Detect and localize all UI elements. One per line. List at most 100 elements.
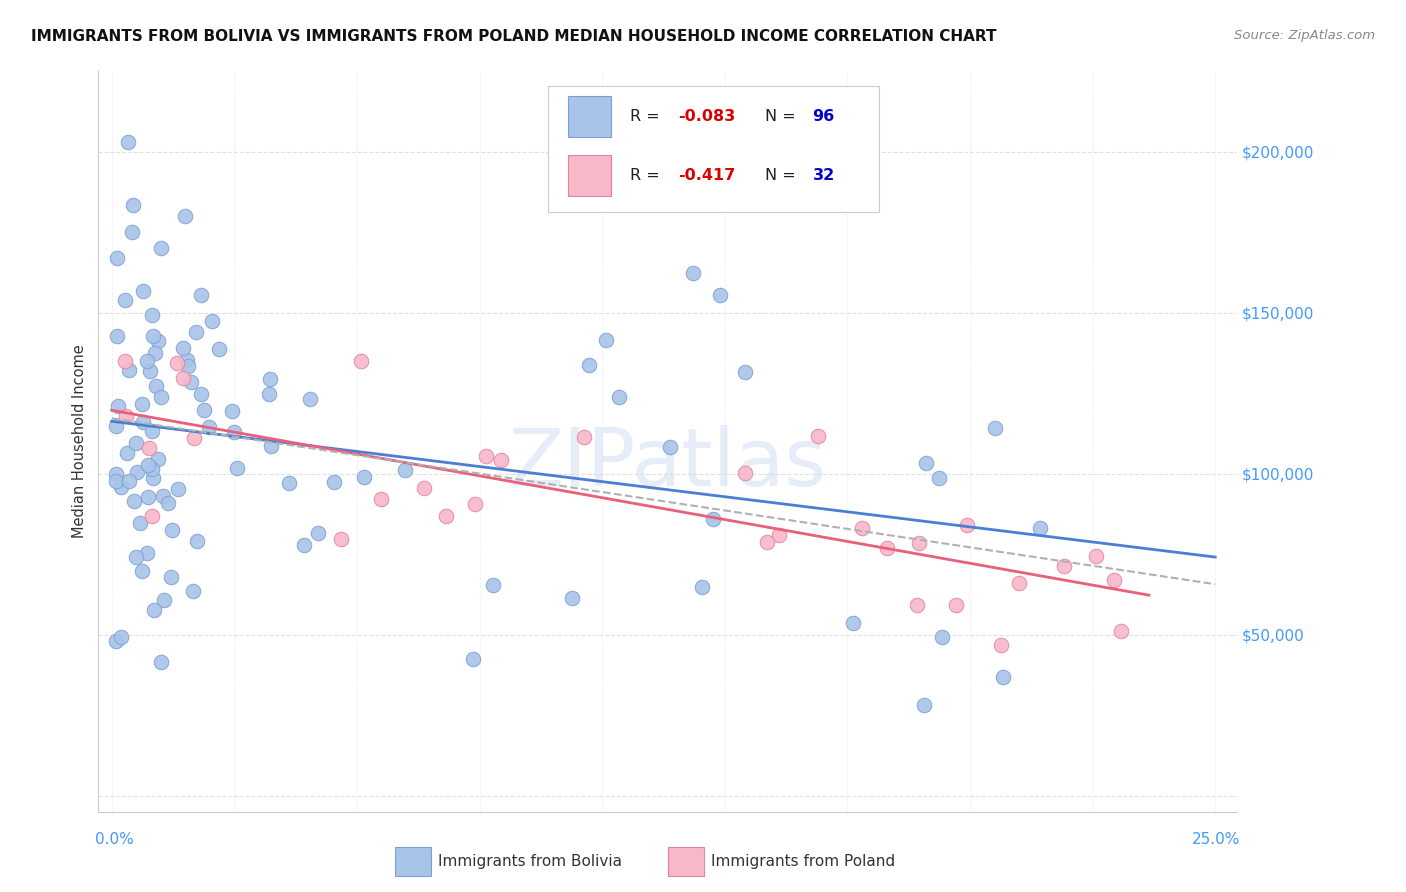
Point	[172, 371, 194, 385]
Text: -0.083: -0.083	[678, 109, 735, 124]
FancyBboxPatch shape	[568, 155, 612, 196]
Point	[118, 475, 141, 489]
Point	[125, 549, 148, 564]
Point	[143, 603, 166, 617]
Point	[482, 578, 505, 592]
Text: ZIPatlas: ZIPatlas	[509, 425, 827, 503]
Text: N =: N =	[765, 109, 800, 124]
Point	[413, 481, 436, 495]
Point	[114, 354, 136, 368]
Point	[190, 288, 212, 302]
Text: 32: 32	[813, 169, 835, 183]
Point	[956, 518, 979, 533]
Point	[141, 424, 163, 438]
Point	[131, 397, 153, 411]
Point	[353, 469, 375, 483]
Point	[658, 440, 681, 454]
Point	[394, 463, 416, 477]
Point	[574, 429, 596, 443]
Point	[139, 363, 162, 377]
Point	[299, 392, 322, 406]
Point	[156, 496, 179, 510]
Point	[117, 135, 139, 149]
Point	[143, 346, 166, 360]
Point	[1008, 576, 1031, 591]
Point	[176, 352, 198, 367]
Point	[463, 652, 485, 666]
Point	[110, 630, 132, 644]
Point	[755, 535, 778, 549]
Point	[105, 329, 128, 343]
Point	[734, 365, 756, 379]
Point	[561, 591, 583, 605]
Point	[277, 476, 299, 491]
Point	[138, 458, 160, 473]
Point	[142, 471, 165, 485]
Point	[141, 462, 163, 476]
Point	[607, 390, 630, 404]
Point	[162, 524, 184, 538]
Point	[595, 333, 617, 347]
Point	[138, 441, 160, 455]
Text: 25.0%: 25.0%	[1192, 832, 1240, 847]
Point	[702, 512, 724, 526]
Point	[183, 584, 205, 599]
Point	[125, 436, 148, 450]
Point	[292, 537, 315, 551]
Y-axis label: Median Household Income: Median Household Income	[72, 344, 87, 539]
Point	[876, 541, 898, 556]
Text: N =: N =	[765, 169, 800, 183]
Point	[912, 698, 935, 713]
Point	[190, 387, 212, 401]
Point	[905, 598, 928, 612]
Point	[842, 616, 865, 631]
Point	[105, 467, 128, 482]
Point	[851, 521, 873, 535]
Point	[222, 425, 245, 439]
Point	[149, 655, 172, 669]
Point	[129, 516, 152, 531]
Point	[990, 638, 1012, 652]
Point	[1085, 549, 1108, 563]
Point	[1109, 624, 1132, 638]
Point	[682, 266, 704, 280]
Point	[105, 633, 128, 648]
Point	[121, 225, 143, 239]
Point	[105, 251, 128, 265]
Point	[114, 409, 136, 424]
Point	[768, 528, 790, 542]
Point	[141, 308, 163, 322]
Text: Immigrants from Poland: Immigrants from Poland	[711, 854, 896, 869]
Point	[114, 293, 136, 307]
Point	[350, 354, 373, 368]
FancyBboxPatch shape	[668, 847, 704, 876]
Point	[167, 482, 190, 496]
Point	[145, 378, 167, 392]
Point	[434, 508, 457, 523]
Point	[152, 489, 174, 503]
Point	[807, 429, 830, 443]
Point	[125, 465, 148, 479]
Text: Source: ZipAtlas.com: Source: ZipAtlas.com	[1234, 29, 1375, 42]
Point	[1029, 521, 1052, 535]
Point	[915, 456, 938, 470]
Point	[931, 630, 953, 644]
Text: 96: 96	[813, 109, 835, 124]
Text: IMMIGRANTS FROM BOLIVIA VS IMMIGRANTS FROM POLAND MEDIAN HOUSEHOLD INCOME CORREL: IMMIGRANTS FROM BOLIVIA VS IMMIGRANTS FR…	[31, 29, 997, 44]
Point	[141, 509, 163, 524]
Point	[160, 569, 183, 583]
Point	[991, 670, 1014, 684]
Point	[260, 439, 283, 453]
Point	[984, 421, 1007, 435]
Point	[146, 452, 169, 467]
Point	[166, 356, 188, 370]
Point	[131, 284, 153, 298]
Text: Immigrants from Bolivia: Immigrants from Bolivia	[437, 854, 621, 869]
Point	[370, 491, 392, 506]
Point	[110, 480, 132, 494]
Point	[122, 494, 145, 508]
Point	[105, 475, 128, 489]
Point	[173, 210, 195, 224]
Point	[177, 359, 200, 374]
Point	[690, 580, 713, 594]
